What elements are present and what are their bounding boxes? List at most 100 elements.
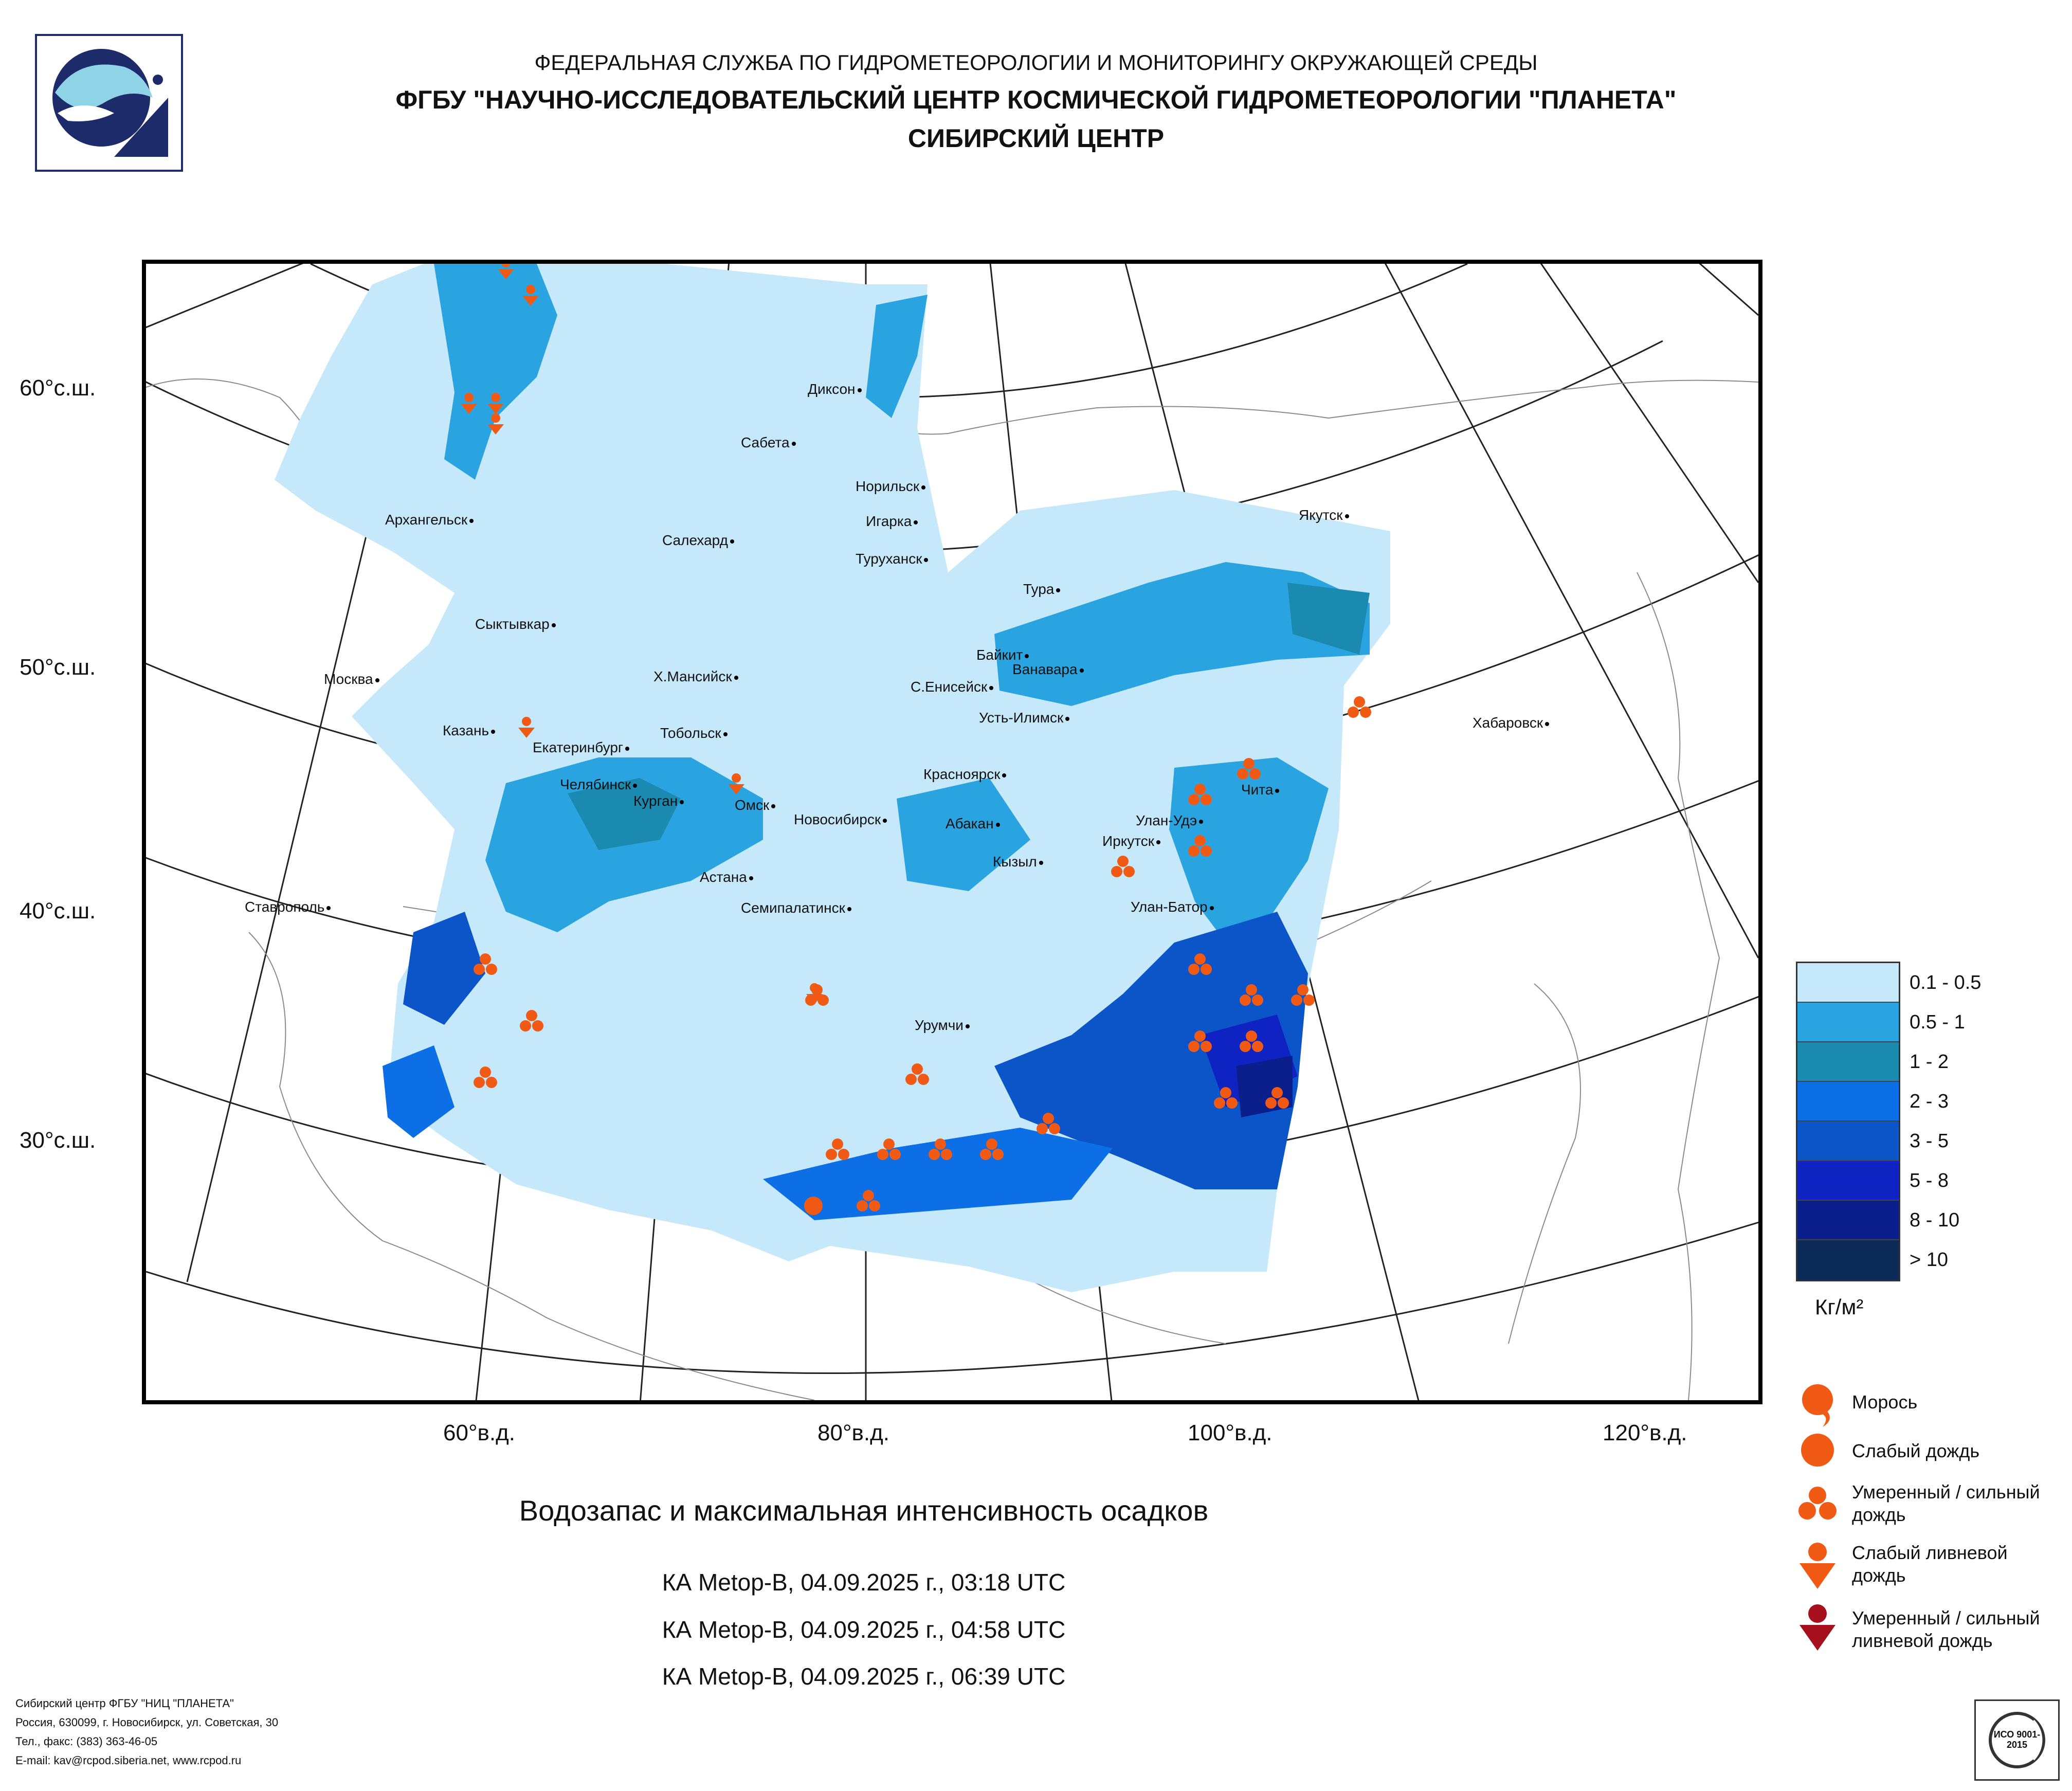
city-label: Ванавара bbox=[1012, 661, 1084, 678]
water-content-field bbox=[275, 264, 1390, 1292]
precip-light-rain-icon bbox=[804, 1197, 823, 1215]
legend-label: 3 - 5 bbox=[1910, 1130, 1949, 1152]
precip-light-shower-icon bbox=[461, 393, 477, 414]
legend-label: 1 - 2 bbox=[1910, 1051, 1949, 1073]
precip-moderate-rain-icon bbox=[520, 1010, 543, 1032]
city-label: Хабаровск bbox=[1473, 715, 1550, 731]
precip-light-shower-icon bbox=[487, 393, 504, 414]
precip-moderate-rain-icon bbox=[1240, 1030, 1263, 1052]
precip-light-shower-icon bbox=[806, 983, 823, 1004]
city-label: Курган bbox=[633, 793, 684, 809]
precip-moderate-rain-icon bbox=[1291, 984, 1315, 1006]
city-label: Туруханск bbox=[856, 551, 929, 567]
city-label: Челябинск bbox=[560, 776, 638, 793]
precip-moderate-rain-icon bbox=[1240, 984, 1263, 1006]
city-label: Диксон bbox=[808, 381, 862, 397]
precip-moderate-rain-icon bbox=[1188, 835, 1212, 857]
precip-light-shower-icon bbox=[728, 773, 744, 794]
legend-swatch bbox=[1797, 1161, 1899, 1201]
precip-moderate-rain-icon bbox=[474, 953, 497, 975]
footer-org: Сибирский центр ФГБУ "НИЦ "ПЛАНЕТА" bbox=[15, 1697, 234, 1710]
water-content-legend bbox=[1796, 962, 1900, 1281]
legend-swatch bbox=[1797, 1121, 1899, 1161]
precip-moderate-rain-icon bbox=[1348, 696, 1371, 718]
lon-label: 60°в.д. bbox=[443, 1420, 516, 1445]
city-label: Тура bbox=[1023, 581, 1061, 598]
symbol-label: Слабый дождь bbox=[1852, 1440, 1980, 1461]
footer-phone: Тел., факс: (383) 363-46-05 bbox=[15, 1735, 158, 1748]
city-label: Москва bbox=[324, 671, 379, 688]
precip-light-shower-icon bbox=[518, 717, 535, 738]
lat-label: 60°с.ш. bbox=[20, 375, 96, 401]
precip-moderate-rain-icon bbox=[1188, 784, 1212, 805]
city-label: Абакан bbox=[946, 816, 1000, 832]
symbol-label: Умеренный / сильный ливневой дождь bbox=[1852, 1607, 2040, 1651]
satellite-pass: КА Metop-B, 04.09.2025 г., 04:58 UTC bbox=[662, 1616, 1066, 1643]
legend-swatch bbox=[1797, 1201, 1899, 1240]
city-label: Улан-Удэ bbox=[1136, 812, 1204, 829]
map-canvas bbox=[146, 264, 1758, 1400]
city-label: С.Енисейск bbox=[911, 679, 994, 695]
lat-label: 30°с.ш. bbox=[20, 1128, 96, 1153]
lat-label: 40°с.ш. bbox=[20, 898, 96, 924]
city-label: Урумчи bbox=[915, 1017, 970, 1034]
city-label: Х.Мансийск bbox=[653, 668, 738, 685]
planeta-logo bbox=[35, 34, 183, 172]
drizzle-icon bbox=[1802, 1384, 1833, 1427]
city-label: Ставрополь bbox=[245, 899, 331, 915]
city-label: Архангельск bbox=[385, 512, 474, 528]
precip-symbols bbox=[461, 264, 1371, 1215]
city-label: Якутск bbox=[1299, 507, 1349, 523]
precip-moderate-rain-icon bbox=[1214, 1087, 1238, 1109]
city-label: Байкит bbox=[976, 647, 1029, 663]
city-label: Казань bbox=[443, 722, 496, 739]
precip-moderate-rain-icon bbox=[1188, 1030, 1212, 1052]
symbol-label: Морось bbox=[1852, 1391, 1918, 1413]
header-center: СИБИРСКИЙ ЦЕНТР bbox=[907, 124, 1165, 153]
precip-light-shower-icon bbox=[522, 285, 539, 306]
legend-label: 8 - 10 bbox=[1910, 1209, 1960, 1231]
lon-label: 100°в.д. bbox=[1188, 1420, 1273, 1445]
lon-label: 120°в.д. bbox=[1603, 1420, 1687, 1445]
precip-moderate-rain-icon bbox=[980, 1138, 1004, 1160]
symbol-label: Слабый ливневой дождь bbox=[1852, 1542, 2008, 1586]
legend-label: > 10 bbox=[1910, 1249, 1949, 1271]
footer-address: Россия, 630099, г. Новосибирск, ул. Сове… bbox=[15, 1716, 279, 1729]
moderate-rain-icon bbox=[1798, 1487, 1837, 1519]
precip-moderate-rain-icon bbox=[905, 1063, 929, 1085]
city-label: Чита bbox=[1241, 782, 1280, 798]
precip-moderate-rain-icon bbox=[826, 1138, 849, 1160]
city-label: Новосибирск bbox=[794, 811, 887, 828]
precip-moderate-rain-icon bbox=[1265, 1087, 1289, 1109]
precip-light-shower-icon bbox=[498, 264, 514, 279]
precip-moderate-rain-icon bbox=[1037, 1113, 1060, 1134]
lat-label: 50°с.ш. bbox=[20, 655, 96, 680]
satellite-pass: КА Metop-B, 04.09.2025 г., 06:39 UTC bbox=[662, 1663, 1066, 1690]
legend-label: 2 - 3 bbox=[1910, 1091, 1949, 1112]
header-institute: ФГБУ "НАУЧНО-ИССЛЕДОВАТЕЛЬСКИЙ ЦЕНТР КОС… bbox=[395, 85, 1677, 114]
city-label: Игарка bbox=[866, 513, 918, 530]
precip-moderate-rain-icon bbox=[1237, 758, 1261, 780]
legend-label: 0.5 - 1 bbox=[1910, 1011, 1965, 1033]
city-label: Сыктывкар bbox=[475, 616, 556, 632]
light-rain-icon bbox=[1801, 1434, 1834, 1467]
precip-light-shower-icon bbox=[487, 413, 504, 435]
legend-swatch bbox=[1797, 1082, 1899, 1121]
city-label: Екатеринбург bbox=[533, 739, 630, 756]
city-label: Омск bbox=[735, 797, 776, 813]
precip-moderate-rain-icon bbox=[1188, 953, 1212, 975]
city-label: Красноярск bbox=[923, 766, 1007, 783]
precip-moderate-rain-icon bbox=[1111, 856, 1135, 877]
legend-label: 0.1 - 0.5 bbox=[1910, 972, 1982, 993]
heavy-shower-icon bbox=[1800, 1604, 1835, 1651]
legend-label: 5 - 8 bbox=[1910, 1170, 1949, 1191]
iso-badge-text: ИСО 9001-2015 bbox=[1993, 1729, 2041, 1750]
symbol-label: Умеренный / сильный дождь bbox=[1852, 1481, 2040, 1525]
precip-moderate-rain-icon bbox=[877, 1138, 901, 1160]
legend-unit: Кг/м² bbox=[1815, 1295, 1864, 1319]
legend-swatch bbox=[1797, 1240, 1899, 1280]
city-label: Тобольск bbox=[660, 725, 728, 741]
city-label: Иркутск bbox=[1102, 833, 1161, 849]
footer-email: E-mail: kav@rcpod.siberia.net, www.rcpod… bbox=[15, 1754, 242, 1767]
light-shower-icon bbox=[1800, 1543, 1835, 1589]
